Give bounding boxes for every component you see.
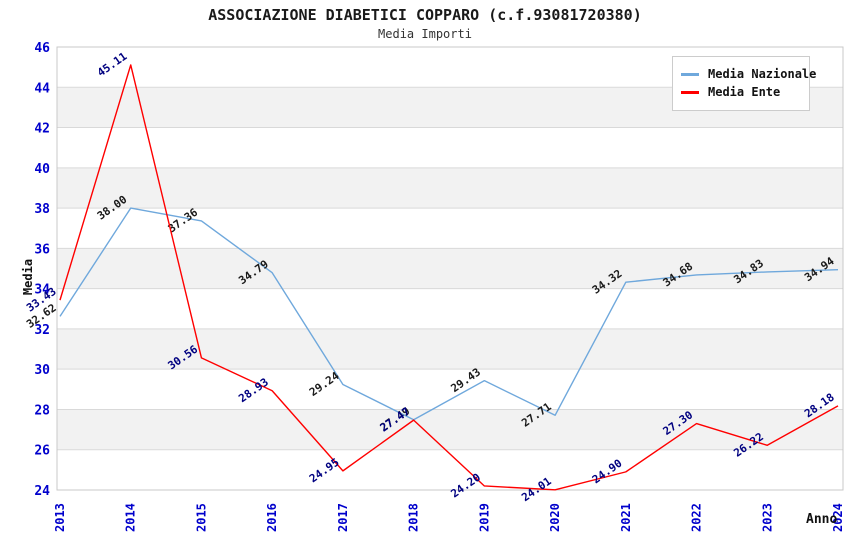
x-tick-label: 2015: [194, 503, 208, 532]
y-tick-label: 40: [34, 162, 50, 177]
y-axis-title: Media: [21, 258, 35, 296]
series-line-media-nazionale: [59, 207, 839, 421]
x-tick-label: 2019: [477, 503, 491, 532]
legend-swatch-media-nazionale: [681, 72, 699, 76]
y-tick-label: 32: [34, 323, 50, 338]
y-tick-label: 26: [34, 444, 50, 459]
y-tick-label: 28: [34, 403, 50, 418]
legend-label: Media Nazionale: [708, 67, 817, 81]
legend-item-media-nazionale: Media Nazionale: [681, 67, 816, 81]
legend-swatch-media-ente: [681, 90, 699, 94]
x-tick-label: 2018: [407, 503, 421, 532]
plot-band: [57, 409, 843, 450]
x-tick-label: 2020: [548, 503, 562, 532]
plot-band: [57, 248, 843, 289]
y-tick-label: 38: [34, 202, 50, 217]
plot-band: [57, 127, 843, 168]
plot-band: [57, 208, 843, 249]
y-tick-label: 24: [34, 484, 50, 499]
x-tick-label: 2017: [336, 503, 350, 532]
x-tick-label: 2013: [53, 503, 67, 532]
y-tick-label: 46: [34, 41, 50, 56]
legend-label: Media Ente: [708, 85, 781, 99]
x-tick-label: 2014: [124, 503, 138, 532]
legend-item-media-ente: Media Ente: [681, 85, 801, 99]
x-tick-label: 2023: [760, 503, 774, 532]
plot-band: [57, 449, 843, 490]
x-tick-label: 2022: [690, 503, 704, 532]
plot-band: [57, 328, 843, 370]
x-axis-title: Anno: [806, 512, 838, 527]
plot-border: [56, 46, 844, 491]
legend: Media Nazionale Media Ente: [672, 56, 816, 111]
y-tick-label: 44: [34, 81, 50, 96]
plot-band: [57, 369, 843, 410]
y-tick-label: 30: [34, 363, 50, 378]
x-tick-label: 2021: [619, 503, 633, 532]
y-tick-label: 36: [34, 242, 50, 257]
plot-band: [57, 288, 843, 329]
y-tick-label: 34: [34, 283, 50, 298]
plot-band: [57, 167, 843, 209]
y-tick-label: 42: [34, 122, 50, 137]
chart-title: ASSOCIAZIONE DIABETICI COPPARO (c.f.9308…: [208, 6, 642, 24]
series-line-media-ente: [59, 64, 839, 491]
x-tick-label: 2024: [831, 503, 845, 532]
chart-subtitle: Media Importi: [378, 27, 472, 41]
x-tick-label: 2016: [265, 503, 279, 532]
